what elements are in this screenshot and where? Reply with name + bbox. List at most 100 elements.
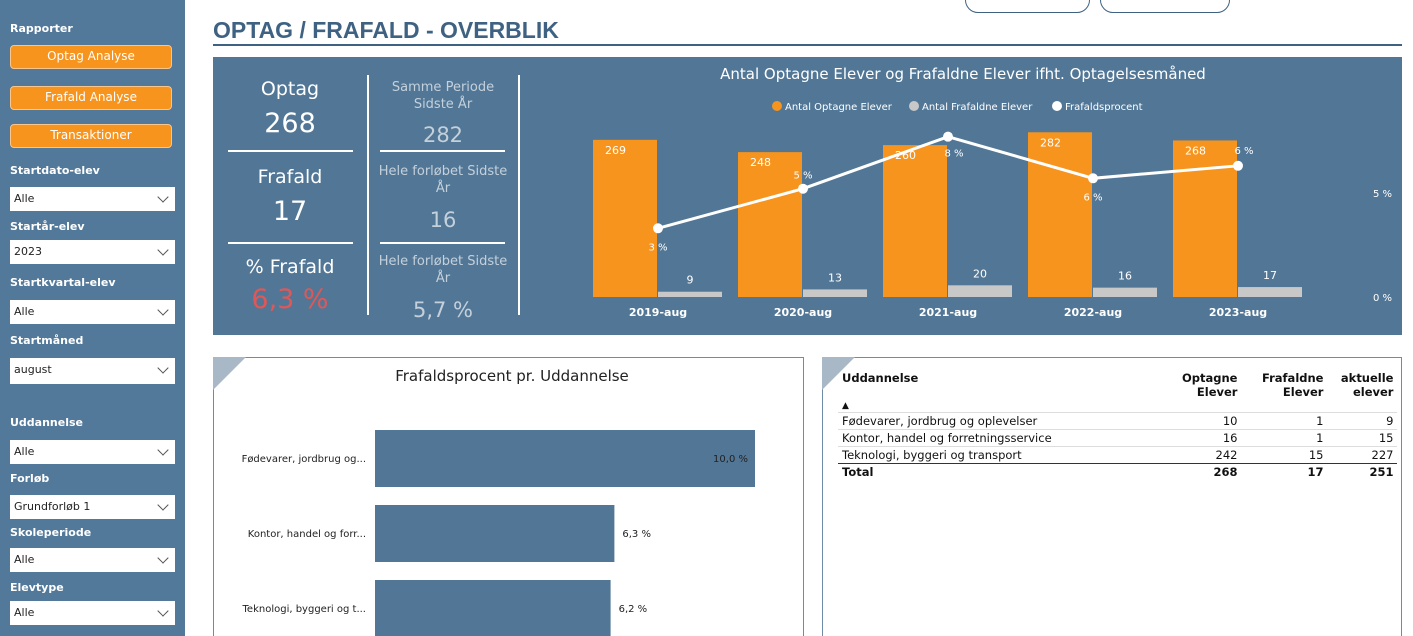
column-header: Frafaldne Elever	[1262, 371, 1324, 399]
table-row: Kontor, handel og forretningsservice 16 1 1…	[838, 429, 1398, 447]
bar	[803, 289, 867, 297]
bar	[1238, 287, 1302, 297]
x-tick-label: 2019-aug	[629, 306, 687, 319]
header-row: Uddannelse Optagne Elever Frafaldne Elever…	[838, 370, 1397, 400]
line-point	[1233, 160, 1243, 171]
cell: 268	[1178, 463, 1242, 480]
kpi-value: 6,3 %	[251, 284, 329, 315]
kpi-value: 5,7 %	[412, 298, 474, 322]
y-tick-label: Kontor, handel og forr...	[248, 529, 366, 540]
sort-row: ▲	[838, 400, 1397, 413]
divider	[228, 150, 353, 152]
chart-title: Frafaldsprocent pr. Uddannelse	[395, 367, 629, 385]
data-label: 282	[1040, 136, 1061, 149]
filter-label: Startår-elev	[10, 220, 85, 233]
bar	[375, 430, 755, 487]
data-label: 6,2 %	[619, 604, 648, 615]
y2-tick-label: 5 %	[1373, 189, 1392, 200]
x-tick-label: 2023-aug	[1209, 306, 1267, 319]
data-label: 17	[1263, 269, 1277, 282]
divider	[367, 75, 369, 315]
line-point	[943, 131, 953, 142]
bar	[883, 145, 947, 297]
data-label: 13	[828, 271, 842, 284]
cell: 16	[1178, 429, 1242, 447]
column-header: Uddannelse	[842, 371, 919, 385]
top-button[interactable]	[965, 0, 1090, 13]
y-tick-label: Fødevarer, jordbrug og...	[242, 454, 366, 465]
filter-dropdown[interactable]: Alle	[10, 601, 175, 625]
kpi-label: Optag	[260, 78, 320, 100]
table-panel	[822, 357, 1402, 636]
cell	[1178, 400, 1241, 413]
cell: 1	[1241, 412, 1328, 430]
cell	[1241, 400, 1327, 413]
column-header: aktuelle elever	[1340, 371, 1394, 399]
filter-dropdown[interactable]: Alle	[10, 300, 175, 324]
filter-label: Startmåned	[10, 334, 84, 347]
line-point	[798, 183, 808, 194]
sort-indicator: ▲	[842, 401, 849, 411]
kpi-label: Samme Periode Sidste År	[391, 80, 495, 112]
sidebar-heading: Rapporter	[10, 22, 73, 35]
legend-label: Antal Optagne Elever	[785, 102, 893, 113]
y2-tick-label: 0 %	[1373, 293, 1392, 304]
cell: Fødevarer, jordbrug og oplevelser	[838, 412, 1178, 430]
filter-dropdown[interactable]: Grundforløb 1	[10, 495, 175, 519]
filter-dropdown[interactable]: Alle	[10, 187, 175, 211]
filter-label: Elevtype	[10, 581, 64, 594]
data-label: 6,3 %	[622, 529, 651, 540]
filter-label: Startdato-elev	[10, 164, 100, 177]
cell: 15	[1327, 429, 1398, 447]
data-label: 10,0 %	[713, 454, 748, 465]
table-row: Fødevarer, jordbrug og oplevelser 10 1 9	[838, 412, 1398, 430]
bar	[375, 505, 615, 562]
nav-button[interactable]: Optag Analyse	[10, 45, 172, 69]
divider	[228, 242, 353, 244]
filter-dropdown[interactable]: 2023	[10, 240, 175, 264]
corner-mark	[822, 357, 855, 390]
bar	[948, 285, 1012, 297]
data-table: Uddannelse Optagne Elever Frafaldne Elever…	[838, 370, 1398, 480]
filter-dropdown[interactable]: Alle	[10, 440, 175, 464]
nav-button[interactable]: Transaktioner	[10, 124, 172, 148]
line-point	[653, 223, 663, 234]
cell: 251	[1327, 463, 1398, 480]
corner-mark	[213, 357, 246, 390]
data-label: 6 %	[1234, 146, 1253, 157]
cell: 10	[1178, 412, 1242, 430]
combo-chart: Antal Optagne Elever og Frafaldne Elever…	[593, 65, 1392, 319]
kpi-value: 282	[422, 123, 464, 147]
filter-label: Startkvartal-elev	[10, 276, 116, 289]
data-label: 16	[1118, 270, 1132, 283]
data-label: 269	[605, 144, 626, 157]
kpi-label: Frafald	[257, 166, 323, 188]
top-button[interactable]	[1100, 0, 1230, 13]
filter-label: Skoleperiode	[10, 526, 92, 539]
bar	[1093, 287, 1157, 297]
table-row: Teknologi, byggeri og transport 242 15 227	[838, 446, 1398, 464]
cell: Total	[838, 463, 1178, 480]
data-label: 8 %	[944, 149, 963, 160]
legend-marker	[1052, 101, 1062, 111]
bar	[1028, 132, 1092, 297]
cell: 227	[1327, 446, 1398, 464]
legend-label: Frafaldsprocent	[1065, 102, 1143, 113]
filter-dropdown[interactable]: august	[10, 358, 175, 384]
filter-dropdown[interactable]: Alle	[10, 548, 175, 572]
sidebar: Rapporter Optag Analyse Frafald Analyse Tr…	[0, 0, 185, 636]
cell: Kontor, handel og forretningsservice	[838, 429, 1178, 447]
line-point	[1088, 173, 1098, 184]
total-row: Total 268 17 251	[838, 463, 1398, 480]
x-tick-label: 2020-aug	[774, 306, 832, 319]
bar	[375, 580, 611, 636]
title-underline	[213, 44, 1402, 46]
data-label: 248	[750, 156, 771, 169]
kpi-value: 16	[429, 208, 457, 232]
legend-marker	[909, 101, 919, 111]
data-label: 3 %	[648, 242, 667, 253]
nav-button[interactable]: Frafald Analyse	[10, 86, 172, 110]
bar	[658, 291, 722, 297]
data-label: 9	[687, 274, 694, 287]
